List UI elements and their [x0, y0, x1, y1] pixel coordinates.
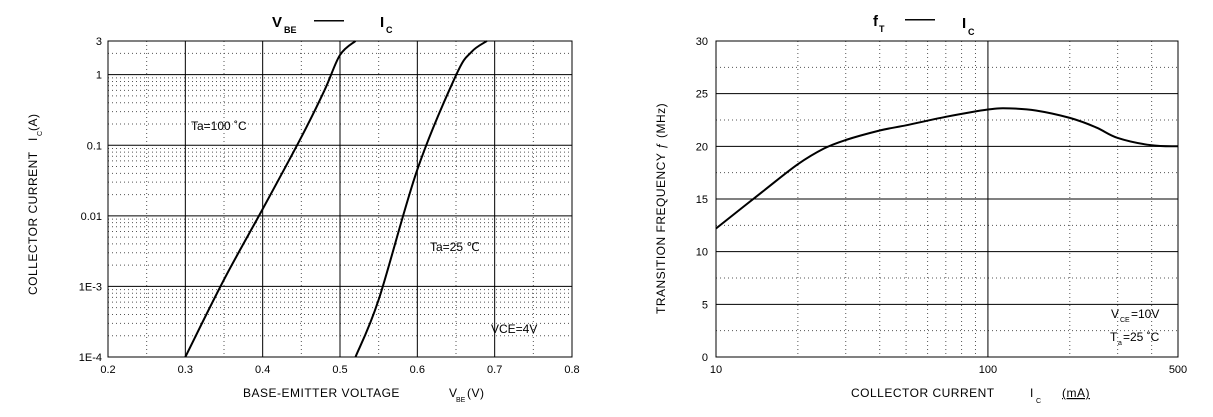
vbe-ic-y-tick-label: 3	[96, 36, 102, 48]
vbe-ic-y-axis-label: COLLECTOR CURRENT I C (A)	[26, 114, 44, 296]
vbe-ic-label-ta25: Ta=25 ℃	[430, 240, 480, 254]
vbe-ic-title-vbe: V	[272, 14, 282, 31]
vbe-ic-title-ic-sub: C	[386, 25, 393, 35]
ft-ic-y-tick-label: 15	[696, 194, 708, 206]
ft-ic-label-ta: T a =25 ˚C	[1110, 330, 1160, 347]
vbe-ic-label-vce: VCE=4V	[491, 322, 537, 336]
ft-ic-y-tick-label: 0	[702, 352, 708, 364]
vbe-ic-series-group	[184, 40, 488, 358]
ft-ic-series-line	[715, 107, 1179, 230]
ft-ic-grid	[716, 40, 1178, 358]
ft-ic-xlabel-symbol: I	[1030, 386, 1034, 400]
ft-ic-chart: 10 100 500 0 5 10 15 20 25 30 f T —— I C V CE =1…	[654, 11, 1187, 405]
ft-ic-y-ticks: 0 5 10 15 20 25 30	[696, 36, 708, 364]
ft-ic-title-dash: ——	[905, 11, 935, 28]
vbe-ic-y-ticks: 1E-4 1E-3 0.01 0.1 1 3	[79, 36, 102, 364]
vbe-ic-xlabel-text: BASE-EMITTER VOLTAGE	[243, 386, 400, 400]
ft-ic-y-axis-label: TRANSITION FREQUENCY ƒ (MHz)	[654, 103, 668, 314]
ft-ic-xlabel-text: COLLECTOR CURRENT	[851, 386, 995, 400]
vbe-ic-series-ta25-line	[354, 40, 488, 358]
vbe-ic-label-ta100: Ta=100 ˚C	[191, 119, 247, 133]
vbe-ic-x-tick-label: 0.4	[255, 364, 270, 376]
ft-ic-x-tick-label: 100	[979, 364, 997, 376]
vbe-ic-ylabel-symbol: I	[26, 137, 40, 141]
vbe-ic-title-vbe-sub: BE	[284, 25, 297, 35]
vbe-ic-y-tick-label: 1E-4	[79, 352, 102, 364]
vbe-ic-title: V BE —— I C	[272, 12, 393, 35]
ft-ic-vce-symbol: V	[1111, 307, 1119, 321]
ft-ic-series-group	[715, 107, 1179, 230]
vbe-ic-ylabel-text: COLLECTOR CURRENT	[26, 151, 40, 295]
vbe-ic-y-tick-label: 1E-3	[79, 281, 102, 293]
ft-ic-x-tick-label: 500	[1169, 364, 1187, 376]
ft-ic-ta-value: =25 ˚C	[1123, 330, 1160, 344]
vbe-ic-x-tick-label: 0.3	[178, 364, 193, 376]
ft-ic-y-tick-label: 10	[696, 247, 708, 259]
ft-ic-ylabel-text: TRANSITION FREQUENCY ƒ (MHz)	[654, 103, 668, 314]
vbe-ic-x-tick-label: 0.2	[100, 364, 115, 376]
vbe-ic-y-tick-label: 1	[96, 70, 102, 82]
vbe-ic-series-ta100-line	[184, 40, 357, 358]
ft-ic-label-vce: V CE =10V	[1111, 307, 1159, 324]
ft-ic-x-axis-label: COLLECTOR CURRENT I C (mA)	[851, 386, 1090, 405]
ft-ic-y-tick-label: 5	[702, 299, 708, 311]
ft-ic-vce-sub: CE	[1120, 317, 1130, 324]
vbe-ic-chart: 0.2 0.3 0.4 0.5 0.6 0.7 0.8 1E-41E-30.010.113 …	[26, 12, 580, 404]
vbe-ic-xlabel-unit: (V)	[467, 386, 485, 400]
vbe-ic-x-ticks: 0.2 0.3 0.4 0.5 0.6 0.7 0.8	[100, 364, 579, 376]
ft-ic-title: f T —— I C	[873, 11, 975, 37]
vbe-ic-x-tick-label: 0.6	[410, 364, 425, 376]
ft-ic-title-ft: f	[873, 13, 879, 30]
ft-ic-y-tick-label: 25	[696, 89, 708, 101]
ft-ic-xlabel-unit: (mA)	[1062, 386, 1090, 400]
ft-ic-title-ic: I	[962, 15, 966, 32]
ft-ic-y-tick-label: 30	[696, 36, 708, 48]
vbe-ic-xlabel-sub: BE	[456, 397, 466, 404]
vbe-ic-y-tick-label: 0.01	[81, 211, 102, 223]
ft-ic-x-ticks: 10 100 500	[710, 364, 1187, 376]
ft-ic-vce-value: =10V	[1131, 307, 1159, 321]
vbe-ic-ylabel-sub: C	[37, 131, 44, 136]
ft-ic-plot-frame	[715, 40, 1179, 358]
ft-ic-ta-symbol: T	[1110, 330, 1118, 344]
vbe-ic-title-dash: ——	[314, 12, 344, 29]
vbe-ic-x-tick-label: 0.5	[332, 364, 347, 376]
ft-ic-xlabel-sub: C	[1036, 398, 1041, 405]
vbe-ic-y-tick-label: 0.1	[87, 140, 102, 152]
ft-ic-y-tick-label: 20	[696, 141, 708, 153]
vbe-ic-grid	[107, 40, 573, 358]
vbe-ic-title-ic: I	[380, 14, 384, 31]
ft-ic-x-tick-label: 10	[710, 364, 722, 376]
vbe-ic-x-tick-label: 0.8	[564, 364, 579, 376]
ft-ic-title-ft-sub: T	[879, 24, 885, 34]
vbe-ic-ylabel-unit: (A)	[26, 114, 40, 132]
ft-ic-ta-sub: a	[1118, 340, 1122, 347]
ft-ic-title-ic-sub: C	[968, 27, 975, 37]
vbe-ic-x-tick-label: 0.7	[487, 364, 502, 376]
vbe-ic-plot-frame	[107, 40, 573, 358]
vbe-ic-xlabel-symbol: V	[449, 386, 458, 400]
vbe-ic-x-axis-label: BASE-EMITTER VOLTAGE V BE (V)	[243, 386, 485, 404]
